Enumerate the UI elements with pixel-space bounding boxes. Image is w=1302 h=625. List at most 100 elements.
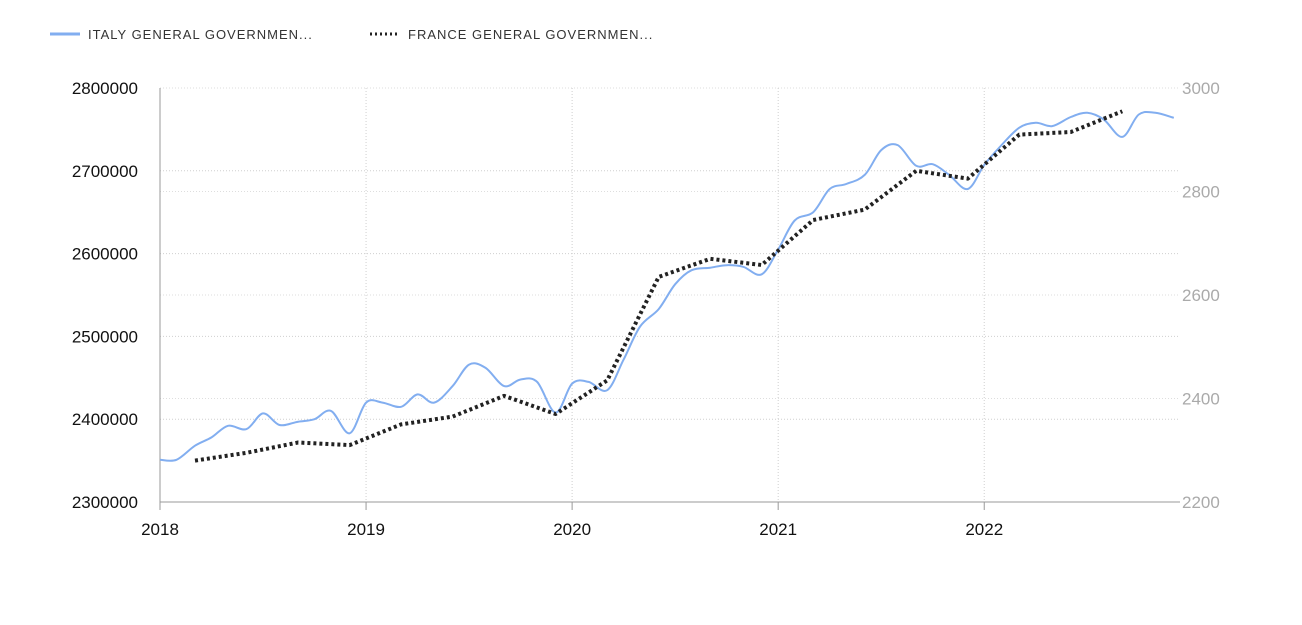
- data-point-1-14: [916, 170, 917, 171]
- data-point-1-3: [349, 445, 350, 446]
- data-point-0-22: [537, 381, 538, 382]
- data-point-0-51: [1035, 122, 1036, 123]
- legend-label-italy: ITALY GENERAL GOVERNMEN...: [88, 27, 313, 42]
- data-point-0-56: [1122, 136, 1123, 137]
- y-left-tick-label-0: 2300000: [72, 493, 138, 512]
- data-point-0-31: [691, 270, 692, 271]
- data-point-0-57: [1138, 114, 1139, 115]
- data-point-0-58: [1155, 112, 1156, 113]
- data-point-1-7: [555, 413, 556, 414]
- y-right-tick-label-1: 2400: [1182, 390, 1220, 409]
- data-point-0-59: [1173, 117, 1174, 118]
- y-right-tick-label-2: 2600: [1182, 286, 1220, 305]
- data-point-0-24: [572, 383, 573, 384]
- x-tick-label-0: 2018: [141, 520, 179, 539]
- y-left-tick-label-1: 2400000: [72, 410, 138, 429]
- data-point-1-1: [246, 452, 247, 453]
- data-point-1-0: [194, 460, 195, 461]
- data-point-0-34: [743, 266, 744, 267]
- data-point-0-33: [726, 265, 727, 266]
- legend-label-france: FRANCE GENERAL GOVERNMEN...: [408, 27, 653, 42]
- data-point-0-50: [1019, 127, 1020, 128]
- data-point-0-27: [623, 359, 624, 360]
- data-point-0-37: [794, 220, 795, 221]
- data-point-0-6: [262, 413, 263, 414]
- data-point-1-16: [1019, 134, 1020, 135]
- data-point-0-16: [434, 402, 435, 403]
- data-point-0-47: [967, 188, 968, 189]
- data-point-0-8: [298, 421, 299, 422]
- y-left-tick-label-4: 2700000: [72, 162, 138, 181]
- x-tick-label-3: 2021: [759, 520, 797, 539]
- y-right-tick-label-0: 2200: [1182, 493, 1220, 512]
- data-point-0-42: [881, 150, 882, 151]
- series-line-france: [194, 109, 1124, 463]
- y-left-tick-label-3: 2600000: [72, 245, 138, 264]
- data-point-0-17: [452, 386, 453, 387]
- data-point-1-17: [1070, 131, 1071, 132]
- y-right-tick-label-3: 2800: [1182, 183, 1220, 202]
- data-point-0-30: [675, 284, 676, 285]
- data-point-0-0: [159, 459, 160, 460]
- data-point-0-44: [916, 165, 917, 166]
- data-point-0-45: [932, 164, 933, 165]
- data-point-0-5: [246, 429, 247, 430]
- data-point-0-39: [829, 188, 830, 189]
- data-point-1-2: [298, 442, 299, 443]
- data-point-0-28: [640, 326, 641, 327]
- series-layer: [159, 109, 1175, 463]
- data-point-0-1: [176, 459, 177, 460]
- data-point-1-10: [710, 258, 711, 259]
- data-point-0-29: [658, 309, 659, 310]
- data-point-0-9: [314, 419, 315, 420]
- data-point-0-15: [417, 394, 418, 395]
- data-point-0-26: [607, 390, 608, 391]
- data-point-0-4: [227, 425, 228, 426]
- data-point-0-40: [846, 183, 847, 184]
- data-point-1-8: [607, 380, 608, 381]
- data-point-1-9: [658, 276, 659, 277]
- data-point-0-12: [366, 402, 367, 403]
- x-tick-label-1: 2019: [347, 520, 385, 539]
- data-point-0-48: [984, 164, 985, 165]
- data-point-0-21: [520, 379, 521, 380]
- data-point-0-43: [897, 145, 898, 146]
- data-point-1-13: [864, 209, 865, 210]
- data-point-0-25: [588, 381, 589, 382]
- x-tick-label-2: 2020: [553, 520, 591, 539]
- y-left-tick-label-5: 2800000: [72, 79, 138, 98]
- data-point-0-32: [710, 267, 711, 268]
- data-point-0-38: [813, 212, 814, 213]
- data-point-1-12: [813, 219, 814, 220]
- data-point-1-5: [452, 416, 453, 417]
- data-point-1-11: [761, 264, 762, 265]
- y-left-tick-label-2: 2500000: [72, 327, 138, 346]
- data-point-0-18: [469, 364, 470, 365]
- data-point-1-18: [1122, 111, 1123, 112]
- data-point-0-35: [761, 274, 762, 275]
- data-point-0-49: [1000, 145, 1001, 146]
- data-point-1-15: [967, 178, 968, 179]
- series-line-italy: [159, 110, 1175, 462]
- grid: [159, 87, 1180, 503]
- data-point-0-54: [1087, 112, 1088, 113]
- axes: 2300000 2400000 2500000 2600000 2700000 28000…: [72, 79, 1220, 539]
- data-point-1-4: [401, 424, 402, 425]
- data-point-1-6: [504, 395, 505, 396]
- data-point-0-20: [504, 386, 505, 387]
- data-point-0-52: [1052, 126, 1053, 127]
- data-point-0-19: [485, 367, 486, 368]
- data-point-0-41: [864, 174, 865, 175]
- data-point-0-13: [382, 402, 383, 403]
- data-point-0-7: [279, 424, 280, 425]
- data-point-0-3: [211, 437, 212, 438]
- x-tick-label-4: 2022: [965, 520, 1003, 539]
- data-point-0-14: [401, 406, 402, 407]
- data-point-0-2: [194, 445, 195, 446]
- legend: ITALY GENERAL GOVERNMEN... FRANCE GENERA…: [50, 27, 653, 42]
- data-point-0-10: [330, 410, 331, 411]
- y-right-tick-label-4: 3000: [1182, 79, 1220, 98]
- data-point-0-53: [1070, 116, 1071, 117]
